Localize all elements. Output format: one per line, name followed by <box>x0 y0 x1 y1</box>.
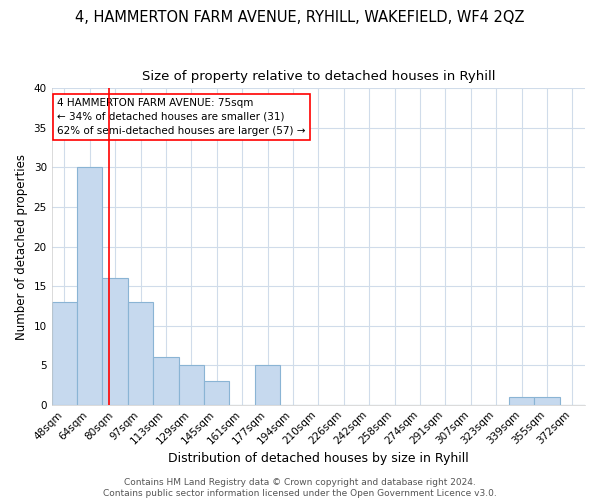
Bar <box>255 365 280 405</box>
Bar <box>509 397 534 404</box>
Title: Size of property relative to detached houses in Ryhill: Size of property relative to detached ho… <box>142 70 495 83</box>
Text: 4 HAMMERTON FARM AVENUE: 75sqm
← 34% of detached houses are smaller (31)
62% of : 4 HAMMERTON FARM AVENUE: 75sqm ← 34% of … <box>57 98 305 136</box>
X-axis label: Distribution of detached houses by size in Ryhill: Distribution of detached houses by size … <box>168 452 469 465</box>
Bar <box>103 278 128 404</box>
Y-axis label: Number of detached properties: Number of detached properties <box>15 154 28 340</box>
Text: 4, HAMMERTON FARM AVENUE, RYHILL, WAKEFIELD, WF4 2QZ: 4, HAMMERTON FARM AVENUE, RYHILL, WAKEFI… <box>75 10 525 25</box>
Bar <box>534 397 560 404</box>
Bar <box>204 381 229 404</box>
Bar <box>179 365 204 405</box>
Text: Contains HM Land Registry data © Crown copyright and database right 2024.
Contai: Contains HM Land Registry data © Crown c… <box>103 478 497 498</box>
Bar <box>77 168 103 404</box>
Bar <box>128 302 153 404</box>
Bar <box>153 358 179 405</box>
Bar <box>52 302 77 404</box>
